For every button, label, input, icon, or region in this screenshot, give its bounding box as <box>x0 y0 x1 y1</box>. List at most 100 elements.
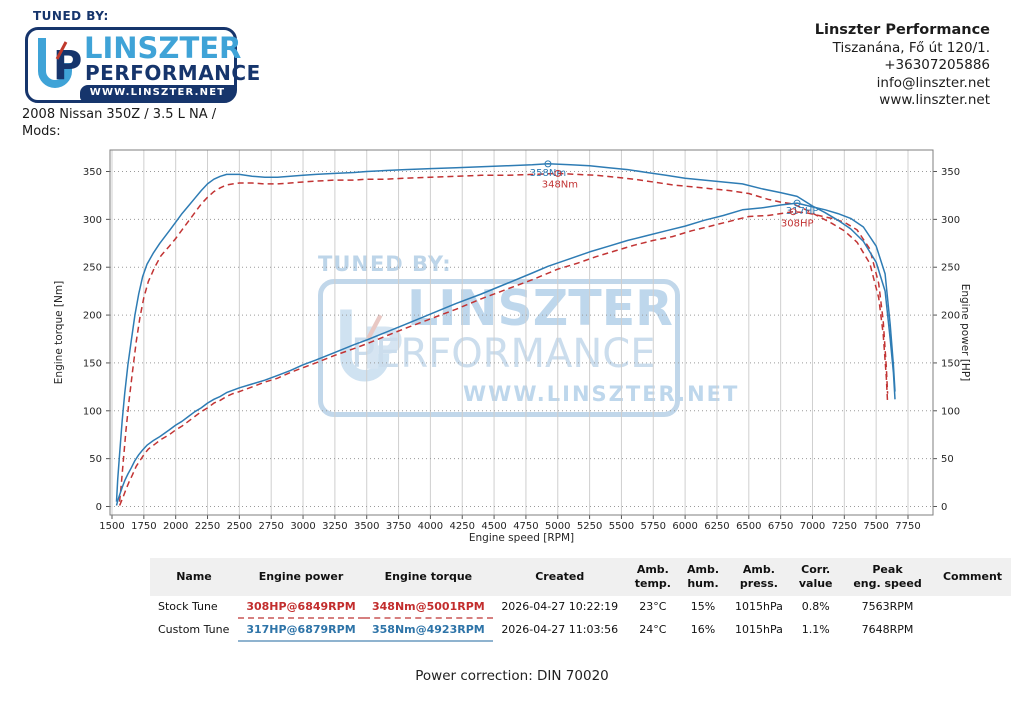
table-cell-corr: 0.8% <box>801 600 830 613</box>
linszter-logo: P LINSZTER PERFORMANCE WWW.LINSZTER.NET <box>25 27 260 103</box>
y-tick-label-right: 350 <box>941 167 960 178</box>
x-tick-label: 4250 <box>450 521 475 532</box>
table-cell-amb_hum: 16% <box>690 622 716 636</box>
peak-annotation: 308HP <box>781 219 814 230</box>
vehicle-info: 2008 Nissan 350Z / 3.5 L NA / Mods: <box>22 107 216 140</box>
table-cell-peak: 7648RPM <box>861 622 914 636</box>
x-tick-label: 4000 <box>418 521 443 532</box>
y-tick-label-left: 0 <box>96 502 102 513</box>
table-cell-amb_press: 1015hPa <box>735 600 783 613</box>
x-tick-label: 7000 <box>800 521 825 532</box>
table-header-amb_hum: Amb. hum. <box>678 558 727 596</box>
watermark-logo-box: P LINSZTER PERFORMANCE WWW.LINSZTER.NET <box>318 279 737 417</box>
table-header-corr: Corr. value <box>790 558 841 596</box>
company-phone: +36307205886 <box>884 57 990 73</box>
watermark-sub-text: PERFORMANCE <box>351 331 656 377</box>
x-tick-label: 6000 <box>672 521 697 532</box>
y-tick-label-left: 50 <box>89 454 102 465</box>
axis-title-x: Engine speed [RPM] <box>469 532 574 544</box>
x-tick-label: 1500 <box>99 521 124 532</box>
y-tick-label-left: 300 <box>83 215 102 226</box>
x-tick-label: 5250 <box>577 521 602 532</box>
logo-brand-text: LINSZTER <box>84 31 242 65</box>
table-header-torque: Engine torque <box>364 558 493 596</box>
table-cell-created: 2026-04-27 10:22:19 <box>501 600 619 613</box>
y-tick-label-right: 100 <box>941 406 960 417</box>
company-name: Linszter Performance <box>814 22 990 38</box>
x-tick-label: 2250 <box>195 521 220 532</box>
company-email: info@linszter.net <box>876 74 990 91</box>
x-tick-label: 5500 <box>609 521 634 532</box>
peak-annotation: 348Nm <box>542 179 578 190</box>
table-cell-amb_temp: 24°C <box>639 622 667 636</box>
x-tick-label: 7750 <box>895 521 920 532</box>
peak-marker <box>554 169 562 177</box>
x-tick-label: 3250 <box>322 521 347 532</box>
peak-annotation: 317HP <box>786 206 819 217</box>
y-tick-label-right: 200 <box>941 311 960 322</box>
x-tick-label: 6500 <box>736 521 761 532</box>
table-header-peak: Peak eng. speed <box>840 558 935 596</box>
table-header-amb_temp: Amb. temp. <box>626 558 679 596</box>
x-tick-label: 2750 <box>258 521 283 532</box>
table-header-amb_press: Amb. press. <box>727 558 791 596</box>
table-cell-amb_hum: 15% <box>690 600 716 613</box>
x-tick-label: 5000 <box>545 521 570 532</box>
table-cell-name: Stock Tune <box>158 600 218 613</box>
y-tick-label-left: 250 <box>83 263 102 274</box>
table-cell-power: 317HP@6879RPM <box>238 617 364 642</box>
x-tick-label: 6750 <box>768 521 793 532</box>
peak-marker <box>544 160 552 168</box>
x-tick-label: 3500 <box>354 521 379 532</box>
x-tick-label: 4750 <box>513 521 538 532</box>
y-tick-label-left: 200 <box>83 311 102 322</box>
company-info: Linszter Performance Tiszanána, Fő út 12… <box>815 22 990 110</box>
y-tick-label-right: 0 <box>941 502 947 513</box>
tuned-by-label: TUNED BY: <box>33 9 109 23</box>
x-tick-label: 2500 <box>227 521 252 532</box>
table-cell-torque: 348Nm@5001RPM <box>364 595 493 619</box>
peak-marker <box>793 199 801 207</box>
table-cell-peak: 7563RPM <box>861 600 914 613</box>
axis-title-left: Engine torque [Nm] <box>53 281 65 384</box>
table-cell-amb_press: 1015hPa <box>735 622 783 636</box>
vehicle-mods: Mods: <box>22 123 61 139</box>
table-row-custom: Custom Tune 317HP@6879RPM 358Nm@4923RPM 202… <box>150 617 1011 642</box>
y-tick-label-right: 300 <box>941 215 960 226</box>
x-tick-label: 5750 <box>641 521 666 532</box>
table-cell-torque: 358Nm@4923RPM <box>364 617 493 642</box>
watermark: TUNED BY: P LINSZTER PERFORMANCE WWW.LIN… <box>318 252 737 417</box>
x-tick-label: 3000 <box>290 521 315 532</box>
y-tick-label-right: 250 <box>941 263 960 274</box>
table-row-stock: Stock Tune 308HP@6849RPM 348Nm@5001RPM 2026… <box>150 595 1011 619</box>
x-tick-label: 2000 <box>163 521 188 532</box>
y-tick-label-left: 100 <box>83 406 102 417</box>
table-header-row: Name Engine power Engine torque Created Amb.… <box>150 558 1011 596</box>
table-cell-corr: 1.1% <box>801 622 830 636</box>
watermark-brand-text: LINSZTER <box>407 280 673 337</box>
x-tick-label: 3750 <box>386 521 411 532</box>
company-website: www.linszter.net <box>879 92 990 108</box>
table-cell-comment <box>935 618 1011 641</box>
table-header-created: Created <box>492 558 627 596</box>
x-tick-label: 6250 <box>704 521 729 532</box>
svg-text:P: P <box>53 43 82 89</box>
x-tick-label: 7500 <box>863 521 888 532</box>
vehicle-description: 2008 Nissan 350Z / 3.5 L NA / <box>22 107 217 122</box>
peak-annotation: 358Nm <box>530 168 566 179</box>
company-address: Tiszanána, Fő út 120/1. <box>832 39 990 56</box>
axis-title-right: Engine power [HP] <box>959 284 971 382</box>
watermark-url-text: WWW.LINSZTER.NET <box>463 382 740 406</box>
logo-url-text: WWW.LINSZTER.NET <box>80 85 235 101</box>
table-cell-comment <box>935 596 1011 618</box>
watermark-tuned-by: TUNED BY: <box>318 252 452 276</box>
table-cell-amb_temp: 23°C <box>639 600 667 613</box>
power-correction-note: Power correction: DIN 70020 <box>415 668 609 684</box>
y-tick-label-right: 50 <box>941 454 954 465</box>
table-header-comment: Comment <box>934 558 1011 596</box>
table-cell-power: 308HP@6849RPM <box>238 595 364 619</box>
logo-sub-text: PERFORMANCE <box>85 61 261 85</box>
results-table: Name Engine power Engine torque Created Amb.… <box>150 558 1011 642</box>
lp-gauge-icon: P <box>38 38 82 89</box>
